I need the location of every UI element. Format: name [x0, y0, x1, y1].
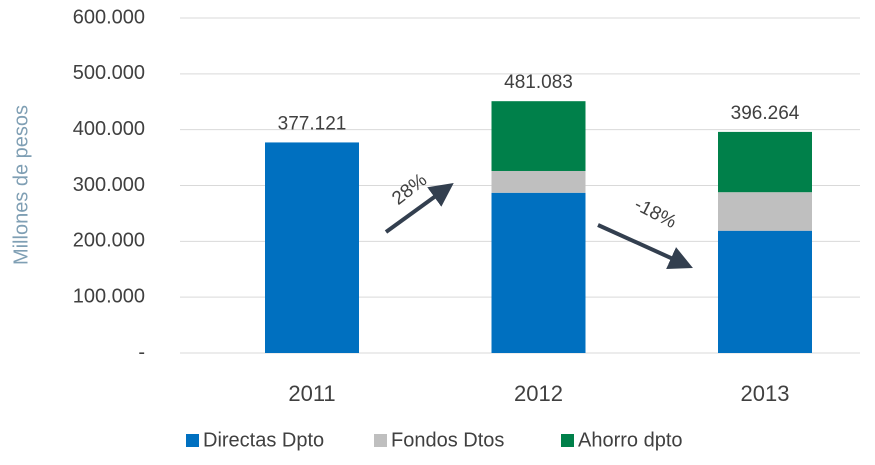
total-label: 377.121 — [278, 113, 347, 134]
y-tick-label: 200.000 — [73, 230, 145, 252]
legend-label: Fondos Dtos — [391, 429, 504, 451]
legend-swatch — [374, 434, 387, 447]
y-tick-label: 400.000 — [73, 118, 145, 140]
arrow-down — [597, 223, 693, 269]
bar-segment — [718, 230, 812, 353]
bar-segment — [491, 101, 586, 171]
total-label: 481.083 — [504, 72, 573, 93]
legend-swatch — [561, 434, 574, 447]
y-axis-title: Millones de pesos — [10, 105, 32, 265]
y-tick-label: 100.000 — [73, 285, 145, 307]
total-label: 396.264 — [731, 103, 800, 124]
legend-label: Ahorro dpto — [578, 429, 683, 451]
bar-segment — [718, 131, 812, 193]
legend-label: Directas Dpto — [203, 429, 324, 451]
y-tick-label: - — [138, 341, 145, 363]
y-tick-label: 600.000 — [73, 6, 145, 28]
bar-segment — [265, 142, 359, 353]
bar-segment — [491, 170, 586, 193]
bar-segment — [718, 192, 812, 231]
x-tick-label: 2013 — [741, 381, 790, 406]
arrows — [384, 182, 693, 269]
x-tick-label: 2011 — [288, 381, 335, 406]
arrow-up — [384, 182, 454, 234]
legend-swatch — [186, 434, 199, 447]
bar-segment — [491, 192, 586, 353]
y-tick-label: 300.000 — [73, 174, 145, 196]
y-tick-label: 500.000 — [73, 62, 145, 84]
x-tick-label: 2012 — [514, 381, 563, 406]
annotation: -18% — [631, 194, 680, 233]
